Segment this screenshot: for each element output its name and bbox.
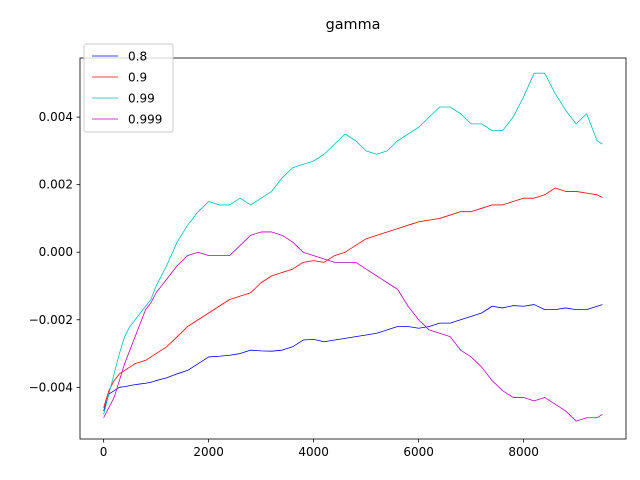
series-line-0.99	[103, 72, 603, 415]
plot-area	[79, 57, 627, 440]
y-tick-label: −0.004	[29, 380, 73, 394]
y-tick-label: 0.000	[39, 245, 73, 259]
legend-label-0.99: 0.99	[128, 92, 155, 106]
series-line-0.8	[103, 304, 603, 412]
axes-frame	[79, 57, 627, 440]
x-tick-label: 0	[100, 445, 108, 459]
series-line-0.999	[103, 231, 603, 422]
legend-box	[83, 43, 174, 133]
legend-label-0.8: 0.8	[128, 50, 147, 64]
legend: 0.8 0.9 0.99 0.999	[83, 43, 174, 133]
chart-title: gamma	[326, 17, 381, 33]
x-tick-label: 2000	[193, 445, 224, 459]
legend-label-0.999: 0.999	[128, 113, 162, 127]
x-tick-label: 4000	[298, 445, 329, 459]
y-tick-label: 0.002	[39, 178, 73, 192]
x-tick-label: 8000	[508, 445, 539, 459]
x-axis: 0 2000 4000 6000 8000	[100, 439, 539, 459]
y-tick-label: 0.004	[39, 110, 73, 124]
legend-label-0.9: 0.9	[128, 71, 147, 85]
series-layer	[103, 72, 603, 422]
y-axis: −0.004 −0.002 0.000 0.002 0.004	[29, 110, 80, 394]
series-line-0.9	[103, 187, 603, 408]
x-tick-label: 6000	[403, 445, 434, 459]
y-tick-label: −0.002	[29, 313, 73, 327]
